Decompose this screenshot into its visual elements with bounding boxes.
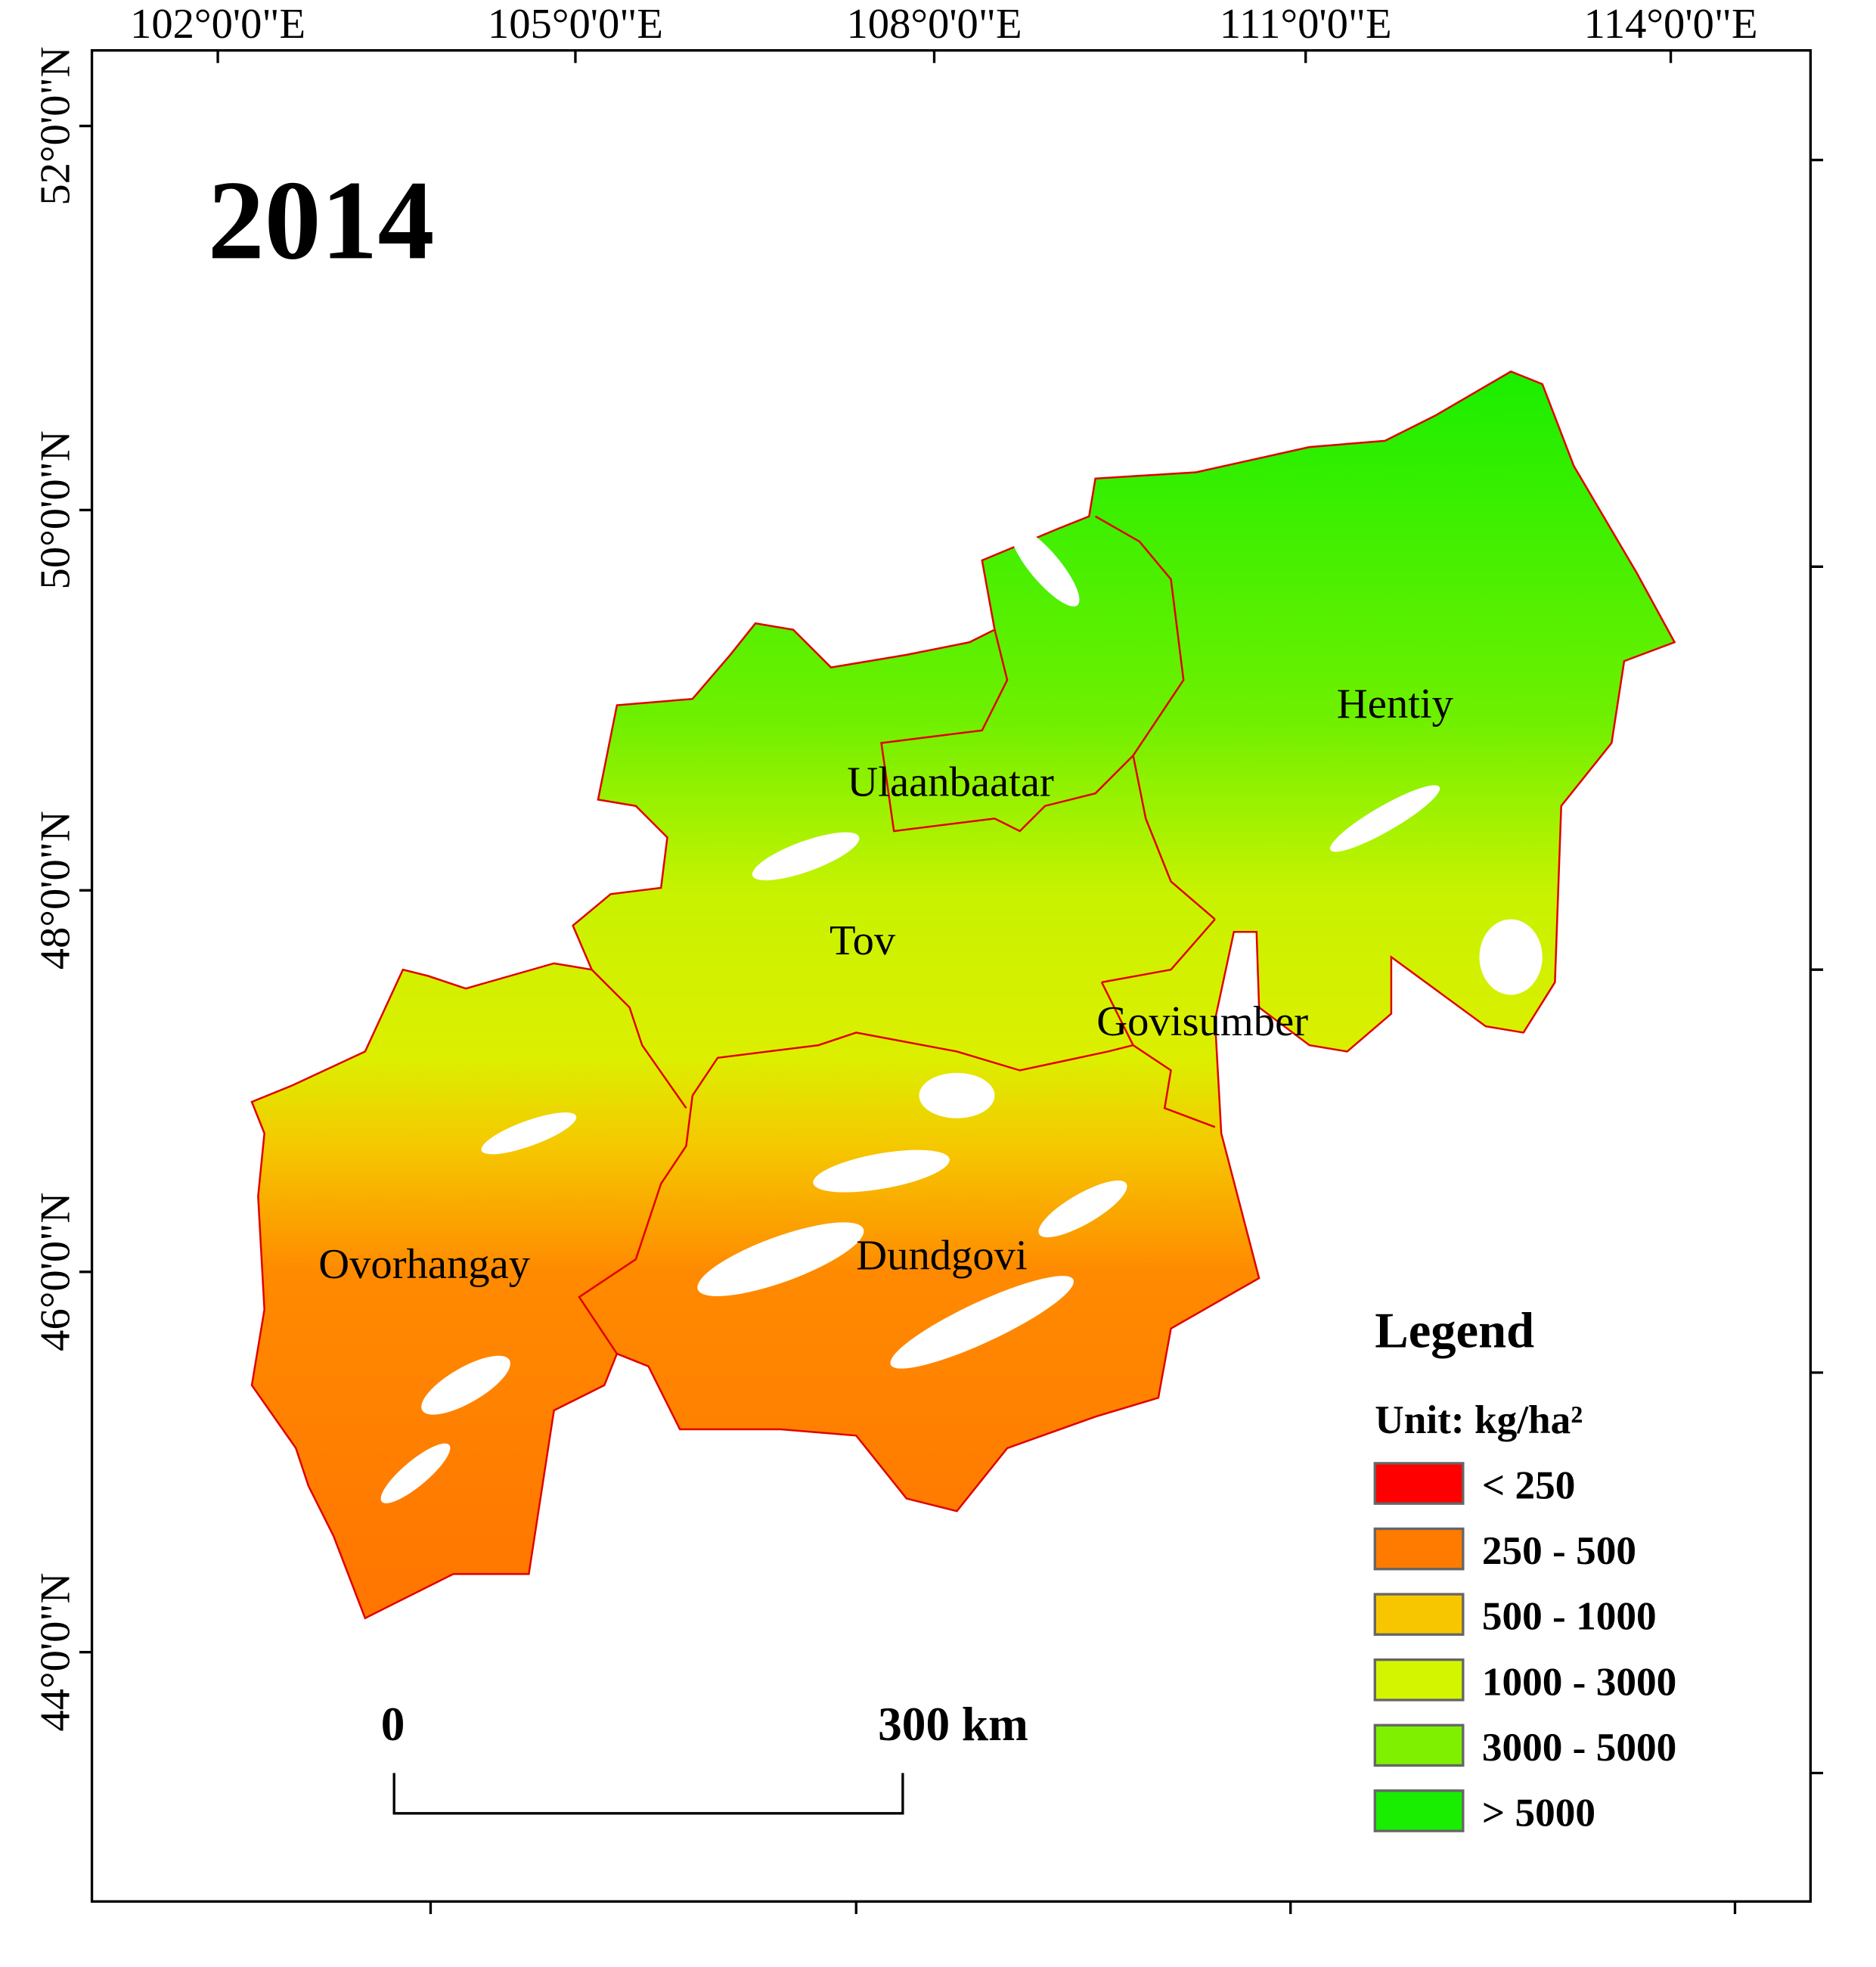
scale-start: 0 bbox=[381, 1698, 405, 1751]
region-label: Govisumber bbox=[1096, 998, 1308, 1045]
longitude-label: 102°0'0"E bbox=[130, 1, 305, 48]
legend-swatch bbox=[1373, 1527, 1465, 1571]
scale-end: 300 km bbox=[878, 1698, 1028, 1751]
legend: Legend Unit: kg/ha² < 250 250 - 500 500 - … bbox=[1373, 1304, 1676, 1835]
legend-swatch bbox=[1373, 1462, 1465, 1505]
region-label: Hentiy bbox=[1337, 681, 1454, 728]
region-label: Tov bbox=[829, 917, 896, 964]
legend-label: 1000 - 3000 bbox=[1482, 1659, 1676, 1704]
frame-ticks bbox=[79, 50, 1824, 1915]
map-frame bbox=[90, 48, 1812, 1903]
latitude-label: 52°0'0"N bbox=[33, 47, 79, 206]
legend-label: > 5000 bbox=[1482, 1790, 1595, 1835]
legend-title: Legend bbox=[1375, 1304, 1534, 1359]
legend-label: 500 - 1000 bbox=[1482, 1594, 1657, 1639]
latitude-labels: 52°0'0"N 50°0'0"N 48°0'0"N 46°0'0"N 44°0'0"N bbox=[33, 47, 79, 1732]
latitude-label: 44°0'0"N bbox=[33, 1573, 79, 1732]
region-label: Dundgovi bbox=[856, 1232, 1027, 1279]
biomass-raster bbox=[250, 370, 1676, 1620]
longitude-label: 105°0'0"E bbox=[488, 1, 663, 48]
longitude-label: 108°0'0"E bbox=[846, 1, 1022, 48]
map-title: 2014 bbox=[208, 157, 435, 283]
longitude-labels: 102°0'0"E 105°0'0"E 108°0'0"E 111°0'0"E 114°… bbox=[130, 1, 1758, 48]
longitude-label: 111°0'0"E bbox=[1220, 1, 1392, 48]
legend-swatch bbox=[1373, 1789, 1465, 1832]
longitude-label: 114°0'0"E bbox=[1584, 1, 1758, 48]
latitude-label: 50°0'0"N bbox=[33, 430, 79, 589]
legend-label: < 250 bbox=[1482, 1463, 1576, 1508]
legend-swatch bbox=[1373, 1658, 1465, 1702]
region-label: Ulaanbaatar bbox=[847, 759, 1054, 805]
region-labels: Hentiy Ulaanbaatar Tov Govisumber Ovorhangay… bbox=[318, 681, 1453, 1288]
region-label: Ovorhangay bbox=[318, 1241, 531, 1288]
legend-swatch bbox=[1373, 1723, 1465, 1767]
latitude-label: 46°0'0"N bbox=[33, 1193, 79, 1351]
latitude-label: 48°0'0"N bbox=[33, 811, 79, 970]
legend-label: 3000 - 5000 bbox=[1482, 1725, 1676, 1770]
scale-bar: 0 300 km bbox=[381, 1698, 1028, 1815]
legend-unit: Unit: kg/ha² bbox=[1375, 1398, 1583, 1442]
legend-label: 250 - 500 bbox=[1482, 1528, 1636, 1573]
legend-swatch bbox=[1373, 1593, 1465, 1637]
